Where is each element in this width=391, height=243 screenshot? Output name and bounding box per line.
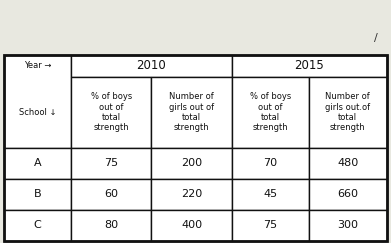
Text: Number of
girls out of
total
strength: Number of girls out of total strength bbox=[169, 92, 214, 132]
Bar bbox=[71, 148, 151, 179]
Bar bbox=[4, 54, 387, 241]
Bar bbox=[4, 54, 71, 148]
Text: C: C bbox=[34, 220, 41, 230]
Bar bbox=[4, 179, 71, 209]
Text: 60: 60 bbox=[104, 189, 118, 199]
Bar bbox=[308, 77, 387, 148]
Text: 660: 660 bbox=[337, 189, 358, 199]
Text: 480: 480 bbox=[337, 158, 359, 168]
Text: Number of
girls out.of
total
strength: Number of girls out.of total strength bbox=[325, 92, 370, 132]
Bar bbox=[71, 179, 151, 209]
Bar bbox=[151, 179, 232, 209]
Bar bbox=[151, 148, 232, 179]
Text: 70: 70 bbox=[263, 158, 277, 168]
Text: School ↓: School ↓ bbox=[19, 108, 56, 117]
Bar bbox=[151, 77, 232, 148]
Text: 45: 45 bbox=[263, 189, 277, 199]
Text: 220: 220 bbox=[181, 189, 202, 199]
Text: % of boys
out of
total
strength: % of boys out of total strength bbox=[249, 92, 291, 132]
Text: 2015: 2015 bbox=[295, 59, 325, 72]
Bar bbox=[308, 179, 387, 209]
Bar bbox=[232, 148, 308, 179]
Bar bbox=[232, 209, 308, 241]
Text: 75: 75 bbox=[104, 158, 118, 168]
Bar bbox=[308, 209, 387, 241]
Text: 80: 80 bbox=[104, 220, 118, 230]
Bar bbox=[4, 148, 71, 179]
Bar bbox=[71, 54, 232, 77]
Text: 2010: 2010 bbox=[136, 59, 166, 72]
Bar bbox=[232, 54, 387, 77]
Text: Year →: Year → bbox=[24, 61, 51, 70]
Text: /: / bbox=[374, 33, 377, 43]
Text: 200: 200 bbox=[181, 158, 202, 168]
Bar bbox=[71, 209, 151, 241]
Bar bbox=[232, 179, 308, 209]
Text: 300: 300 bbox=[337, 220, 358, 230]
Bar bbox=[151, 209, 232, 241]
Text: 400: 400 bbox=[181, 220, 202, 230]
Text: A: A bbox=[34, 158, 41, 168]
Text: B: B bbox=[34, 189, 41, 199]
Bar bbox=[308, 148, 387, 179]
Bar bbox=[71, 77, 151, 148]
Bar bbox=[4, 209, 71, 241]
Text: 75: 75 bbox=[263, 220, 277, 230]
Text: % of boys
out of
total
strength: % of boys out of total strength bbox=[91, 92, 132, 132]
Bar bbox=[232, 77, 308, 148]
